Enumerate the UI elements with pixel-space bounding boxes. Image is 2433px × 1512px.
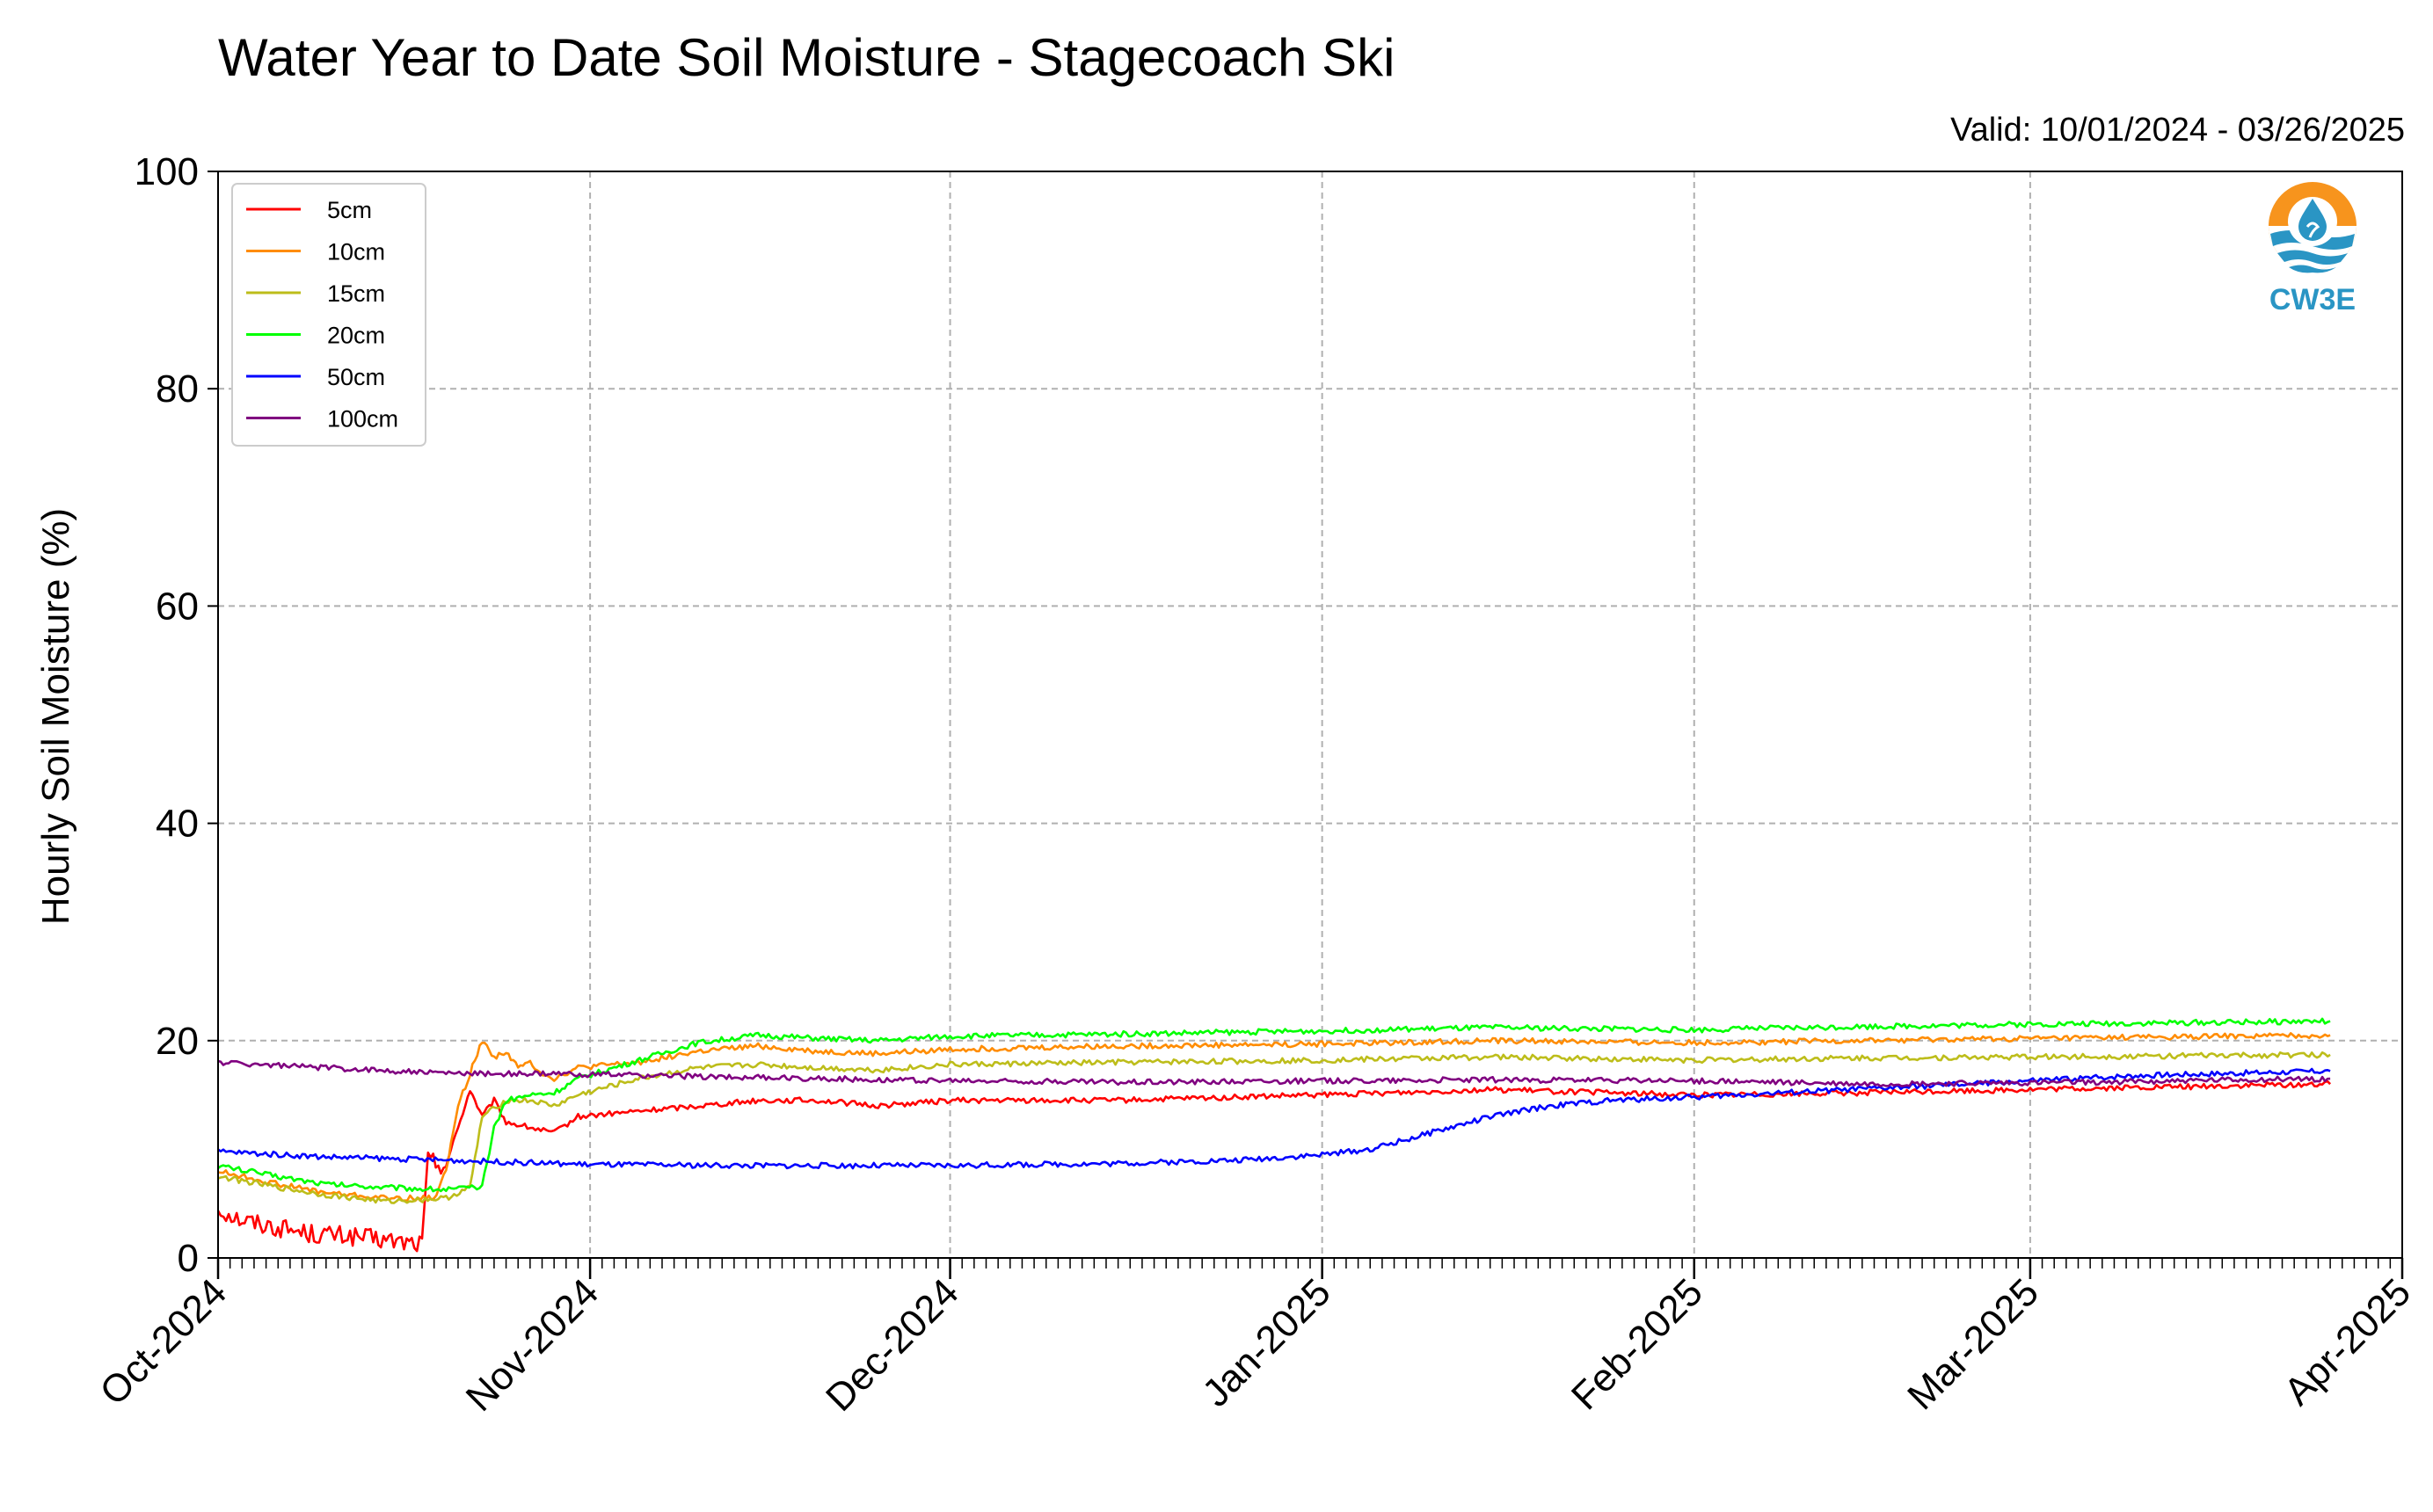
legend-label-100cm: 100cm bbox=[327, 406, 398, 433]
legend-label-5cm: 5cm bbox=[327, 197, 372, 223]
series-line-10cm bbox=[217, 1032, 2331, 1203]
x-tick-label: Jan-2025 bbox=[1194, 1270, 1338, 1414]
chart-title: Water Year to Date Soil Moisture - Stage… bbox=[218, 28, 1395, 87]
x-tick-label: Oct-2024 bbox=[91, 1270, 235, 1414]
x-tick-label: Dec-2024 bbox=[818, 1270, 967, 1420]
series-line-5cm bbox=[216, 1079, 2332, 1253]
grid-lines bbox=[218, 171, 2402, 1258]
legend-label-50cm: 50cm bbox=[327, 364, 385, 390]
y-tick-label: 80 bbox=[156, 367, 199, 411]
y-tick-label: 60 bbox=[156, 585, 199, 628]
legend-label-10cm: 10cm bbox=[327, 239, 385, 265]
cw3e-logo: CW3E bbox=[2269, 182, 2357, 316]
series-line-20cm bbox=[217, 1017, 2331, 1193]
x-tick-label: Nov-2024 bbox=[458, 1270, 608, 1420]
x-tick-label: Apr-2025 bbox=[2276, 1270, 2419, 1414]
legend-box bbox=[231, 183, 426, 447]
series-line-50cm bbox=[217, 1067, 2331, 1170]
x-tick-label: Mar-2025 bbox=[1899, 1270, 2047, 1418]
logo-text: CW3E bbox=[2269, 283, 2356, 316]
legend-entries: 5cm 10cm 15cm 20cm 50cm 100cm bbox=[246, 197, 398, 433]
y-tick-label: 20 bbox=[156, 1020, 199, 1063]
y-tick-label: 40 bbox=[156, 803, 199, 846]
y-axis-label: Hourly Soil Moisture (%) bbox=[34, 508, 77, 925]
axes: 0 20 40 60 80 100 Oct-2024 Nov-2024 Dec-2024 Jan-… bbox=[91, 150, 2419, 1420]
legend-label-15cm: 15cm bbox=[327, 280, 385, 307]
y-tick-label: 0 bbox=[178, 1237, 199, 1280]
series-line-100cm bbox=[217, 1059, 2331, 1087]
x-tick-label: Feb-2025 bbox=[1563, 1270, 1711, 1418]
chart-subtitle: Valid: 10/01/2024 - 03/26/2025 bbox=[1950, 112, 2405, 149]
legend: 5cm 10cm 15cm 20cm 50cm 100cm bbox=[231, 183, 426, 447]
water-drop-icon bbox=[2269, 182, 2357, 273]
legend-label-20cm: 20cm bbox=[327, 323, 385, 349]
y-tick-label: 100 bbox=[135, 150, 199, 193]
series-lines bbox=[216, 1017, 2332, 1253]
series-line-15cm bbox=[217, 1051, 2331, 1204]
